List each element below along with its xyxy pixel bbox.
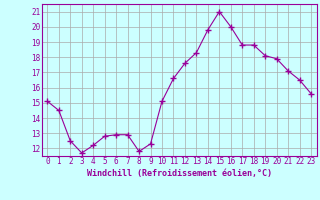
X-axis label: Windchill (Refroidissement éolien,°C): Windchill (Refroidissement éolien,°C) [87, 169, 272, 178]
